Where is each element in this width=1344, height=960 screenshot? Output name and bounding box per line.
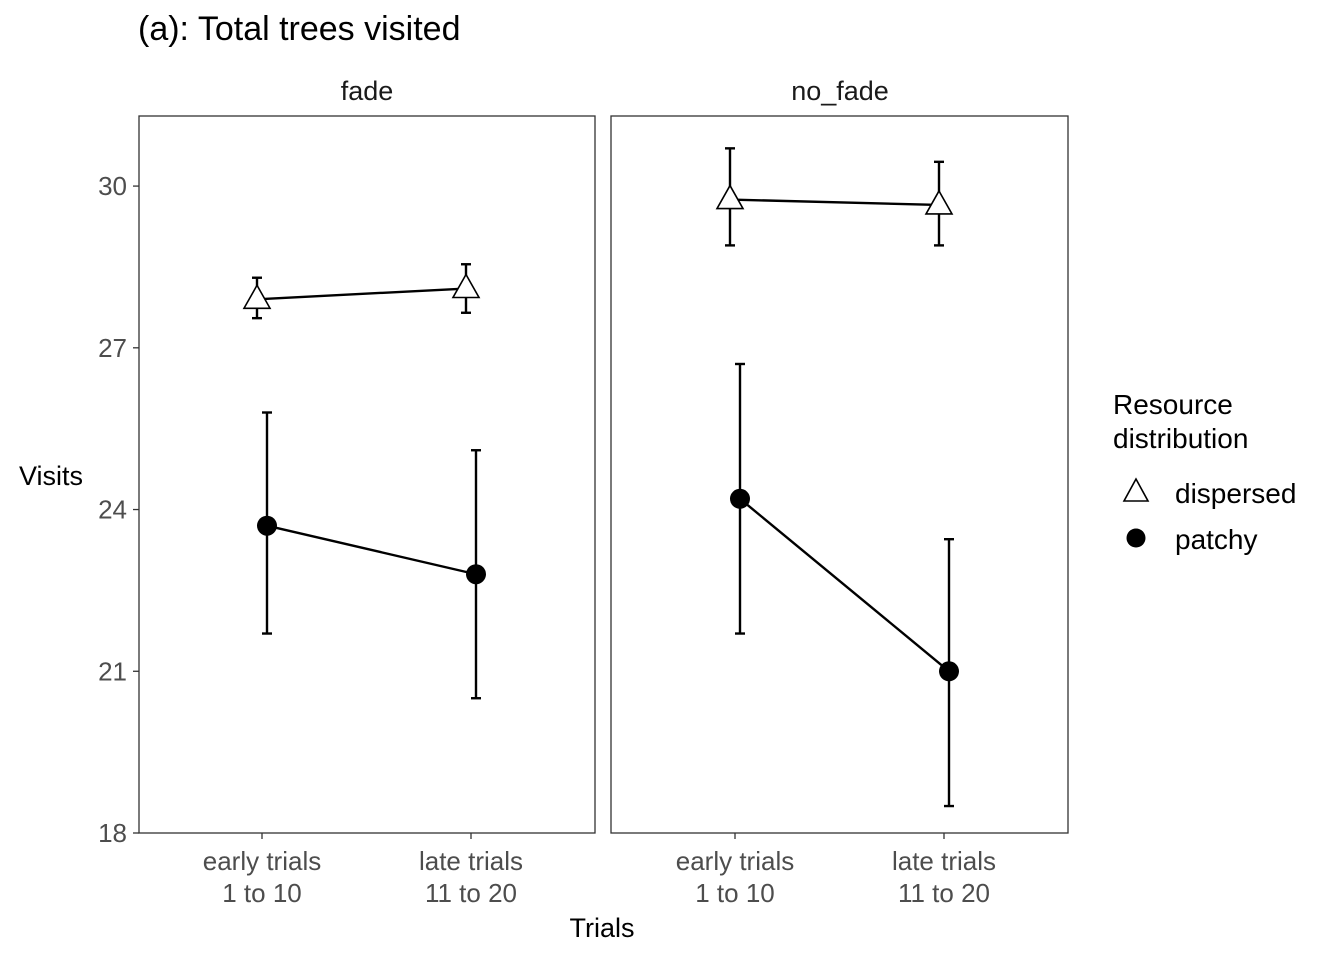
x-tick-label: late trials <box>892 846 996 876</box>
panel-frame-no-fade <box>610 115 1069 834</box>
x-tick-label: 11 to 20 <box>898 878 990 908</box>
x-tick-label: 1 to 10 <box>222 878 302 908</box>
chart-title: (a): Total trees visited <box>138 10 461 48</box>
x-tick-label: early trials <box>203 846 321 876</box>
y-tick-label: 27 <box>98 333 127 363</box>
legend-label-dispersed: dispersed <box>1175 478 1296 509</box>
point-dispersed <box>242 283 272 310</box>
y-tick-label: 18 <box>98 818 127 848</box>
y-tick-label: 24 <box>98 495 127 525</box>
panel-label-no-fade: no_fade <box>791 76 889 106</box>
point-dispersed <box>924 189 954 215</box>
plot-marks <box>242 147 959 808</box>
x-tick-label: early trials <box>676 846 794 876</box>
legend-title-line-1: Resource <box>1113 389 1233 420</box>
panel-frame-fade <box>138 115 596 834</box>
series-line-dispersed <box>729 198 940 207</box>
point-patchy <box>466 564 486 585</box>
series-line-dispersed <box>256 287 467 301</box>
y-tick-label: 21 <box>98 656 127 686</box>
legend-label-patchy: patchy <box>1175 524 1258 555</box>
legend-title-line-2: distribution <box>1113 423 1248 454</box>
point-dispersed <box>715 183 745 210</box>
legend: Resource distribution dispersed patchy <box>1113 389 1296 555</box>
legend-dispersed-triangle-icon <box>1122 477 1150 502</box>
x-tick-label: 1 to 10 <box>695 878 775 908</box>
point-patchy <box>730 488 750 509</box>
x-axis-title: Trials <box>570 913 635 943</box>
y-axis-title: Visits <box>19 461 83 491</box>
series-line-patchy <box>739 497 950 673</box>
x-tick-label: late trials <box>419 846 523 876</box>
series-line-patchy <box>266 524 477 576</box>
y-tick-label: 30 <box>98 171 127 201</box>
x-tick-label: 11 to 20 <box>425 878 517 908</box>
point-patchy <box>939 661 959 682</box>
legend-patchy-circle-icon <box>1126 528 1146 548</box>
panel-label-fade: fade <box>341 76 394 106</box>
point-patchy <box>257 515 277 536</box>
point-dispersed <box>451 272 481 299</box>
